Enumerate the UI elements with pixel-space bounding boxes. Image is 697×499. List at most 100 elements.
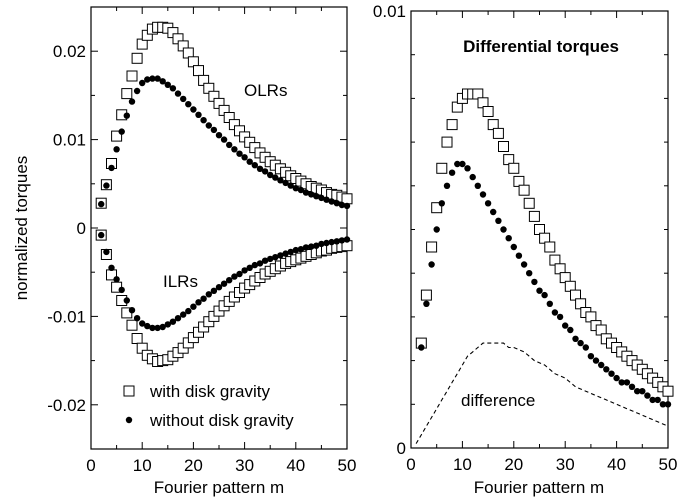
right-point-with-disk-gravity — [426, 241, 438, 253]
left-point-without-disk-gravity — [210, 287, 218, 294]
left-x-tick-label: 40 — [286, 456, 305, 475]
left-point-without-disk-gravity — [308, 191, 315, 198]
left-y-tick-label: 0 — [77, 219, 86, 238]
left-point-without-disk-gravity — [261, 257, 269, 264]
left-point-without-disk-gravity — [251, 162, 258, 169]
right-chart-title: Differential torques — [463, 37, 619, 56]
left-point-without-disk-gravity — [313, 193, 320, 200]
left-point-without-disk-gravity — [154, 75, 161, 82]
right-point-without-disk-gravity — [572, 335, 579, 342]
legend-label-with-disk-gravity: with disk gravity — [149, 382, 270, 401]
right-point-with-disk-gravity — [492, 127, 504, 139]
right-x-tick-label: 10 — [453, 455, 472, 474]
right-point-without-disk-gravity — [541, 291, 548, 299]
left-point-without-disk-gravity — [256, 260, 264, 267]
left-point-without-disk-gravity — [128, 307, 136, 314]
left-point-without-disk-gravity — [180, 95, 187, 103]
left-point-without-disk-gravity — [251, 261, 258, 269]
left-point-without-disk-gravity — [231, 273, 238, 280]
right-point-without-disk-gravity — [556, 313, 564, 321]
right-point-without-disk-gravity — [484, 200, 492, 207]
left-point-without-disk-gravity — [108, 164, 115, 172]
legend-label-without-disk-gravity: without disk gravity — [149, 411, 294, 430]
right-point-with-disk-gravity — [498, 141, 509, 152]
right-point-without-disk-gravity — [654, 396, 661, 404]
right-point-without-disk-gravity — [546, 300, 553, 307]
right-point-without-disk-gravity — [567, 326, 574, 334]
right-x-tick-label: 40 — [607, 455, 626, 474]
left-point-without-disk-gravity — [277, 252, 284, 259]
left-point-without-disk-gravity — [323, 239, 330, 247]
left-point-without-disk-gravity — [149, 75, 156, 82]
left-point-without-disk-gravity — [144, 76, 151, 83]
left-point-without-disk-gravity — [174, 90, 182, 97]
right-x-tick-label: 20 — [504, 455, 523, 474]
left-point-without-disk-gravity — [272, 254, 279, 261]
right-point-with-disk-gravity — [441, 136, 453, 148]
right-point-without-disk-gravity — [634, 388, 641, 395]
left-x-tick-label: 10 — [133, 456, 152, 475]
left-point-without-disk-gravity — [318, 240, 325, 248]
left-ticks: 0 10 20 30 40 50 -0.02 -0.01 0 0.01 0.02 — [47, 6, 356, 475]
left-point-without-disk-gravity — [210, 126, 218, 134]
right-point-without-disk-gravity — [433, 226, 440, 233]
right-point-without-disk-gravity — [469, 173, 476, 181]
right-point-without-disk-gravity — [490, 208, 497, 216]
left-point-without-disk-gravity — [333, 238, 340, 245]
left-point-without-disk-gravity — [277, 177, 284, 184]
right-point-without-disk-gravity — [464, 165, 471, 172]
left-point-without-disk-gravity — [190, 303, 197, 310]
left-point-without-disk-gravity — [98, 200, 105, 208]
right-point-without-disk-gravity — [577, 339, 584, 347]
right-point-without-disk-gravity — [649, 396, 656, 404]
right-point-with-disk-gravity — [420, 289, 432, 301]
left-point-without-disk-gravity — [164, 321, 171, 328]
left-point-without-disk-gravity — [236, 270, 243, 278]
left-point-without-disk-gravity — [123, 297, 130, 304]
right-point-with-disk-gravity — [482, 106, 494, 117]
left-point-without-disk-gravity — [302, 244, 310, 251]
left-point-without-disk-gravity — [246, 264, 253, 271]
left-point-without-disk-gravity — [159, 323, 166, 331]
left-point-without-disk-gravity — [133, 87, 141, 95]
left-point-without-disk-gravity — [297, 186, 305, 194]
left-point-with-disk-gravity — [111, 130, 123, 142]
right-x-axis-label: Fourier pattern m — [474, 478, 604, 497]
right-point-without-disk-gravity — [598, 361, 605, 369]
difference-curve — [415, 342, 669, 444]
left-point-with-disk-gravity — [131, 333, 143, 344]
right-point-without-disk-gravity — [474, 182, 481, 189]
left-point-without-disk-gravity — [246, 158, 253, 165]
left-point-without-disk-gravity — [292, 185, 299, 192]
right-point-without-disk-gravity — [448, 169, 456, 176]
left-point-without-disk-gravity — [338, 201, 346, 209]
right-point-without-disk-gravity — [664, 401, 672, 408]
legend: with disk gravity without disk gravity — [123, 382, 294, 430]
right-point-without-disk-gravity — [536, 287, 543, 294]
right-panel: 0 10 20 30 40 50 0 0.01 Differential torques Fo… — [373, 2, 678, 497]
left-point-without-disk-gravity — [169, 85, 177, 92]
left-point-without-disk-gravity — [328, 238, 335, 246]
left-point-without-disk-gravity — [308, 243, 315, 250]
right-point-with-disk-gravity — [431, 202, 443, 214]
annotation-ilrs: ILRs — [163, 272, 198, 291]
right-point-without-disk-gravity — [608, 370, 615, 377]
right-point-without-disk-gravity — [628, 383, 636, 390]
right-x-tick-label: 0 — [406, 455, 415, 474]
left-point-without-disk-gravity — [113, 276, 120, 283]
left-point-without-disk-gravity — [128, 98, 136, 105]
right-point-with-disk-gravity — [523, 197, 535, 209]
left-point-without-disk-gravity — [195, 299, 202, 306]
right-point-with-disk-gravity — [518, 184, 530, 196]
legend-marker-filled-circle — [125, 416, 133, 424]
left-point-without-disk-gravity — [164, 81, 171, 89]
left-point-without-disk-gravity — [241, 154, 248, 161]
left-point-without-disk-gravity — [118, 286, 125, 294]
left-point-without-disk-gravity — [123, 112, 130, 119]
right-point-without-disk-gravity — [500, 226, 507, 233]
right-point-without-disk-gravity — [438, 200, 445, 207]
left-point-without-disk-gravity — [343, 236, 351, 243]
left-point-without-disk-gravity — [154, 324, 161, 332]
left-y-tick-label: -0.01 — [47, 307, 86, 326]
left-point-without-disk-gravity — [267, 171, 274, 179]
